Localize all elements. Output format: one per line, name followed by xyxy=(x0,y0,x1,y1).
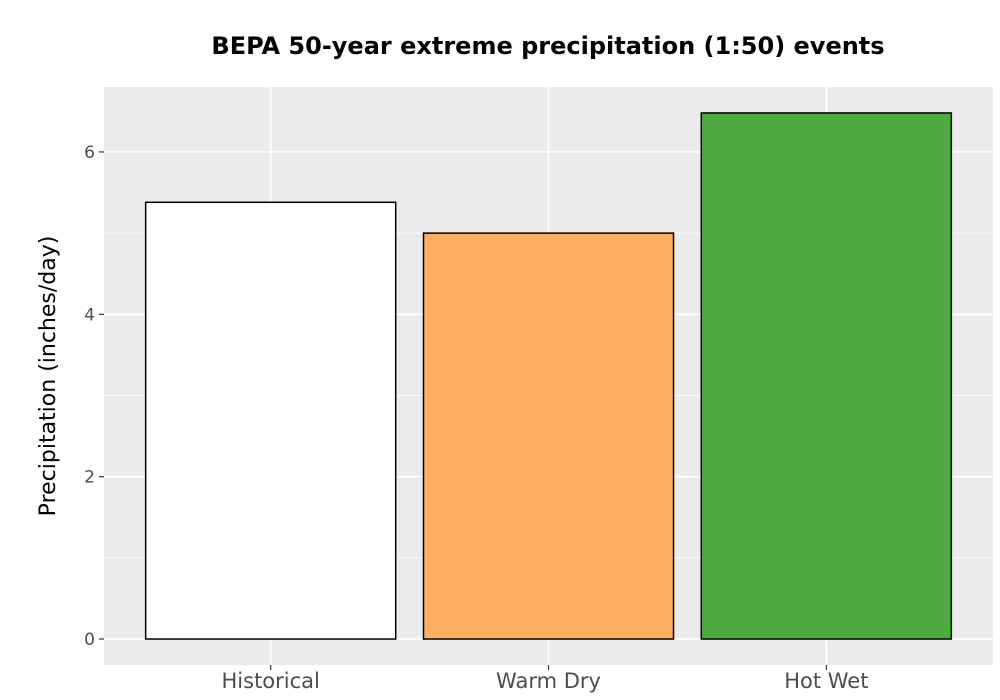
y-tick-label: 6 xyxy=(84,143,95,163)
y-axis-title: Precipitation (inches/day) xyxy=(36,236,61,517)
y-axis: 0 2 4 6 xyxy=(84,143,104,650)
x-axis: Historical Warm Dry Hot Wet xyxy=(222,665,868,693)
x-tick-label: Hot Wet xyxy=(784,669,868,693)
x-tick-label: Warm Dry xyxy=(496,669,601,693)
bar-historical xyxy=(144,201,397,640)
y-tick-label: 4 xyxy=(84,305,95,325)
chart-title: BEPA 50-year extreme precipitation (1:50… xyxy=(211,32,884,60)
y-tick-label: 2 xyxy=(84,468,95,488)
bar-warm-dry xyxy=(422,232,675,640)
bar-hot-wet xyxy=(700,112,953,640)
x-tick-label: Historical xyxy=(222,669,320,693)
bars xyxy=(144,112,953,640)
y-tick-label: 0 xyxy=(84,630,95,650)
